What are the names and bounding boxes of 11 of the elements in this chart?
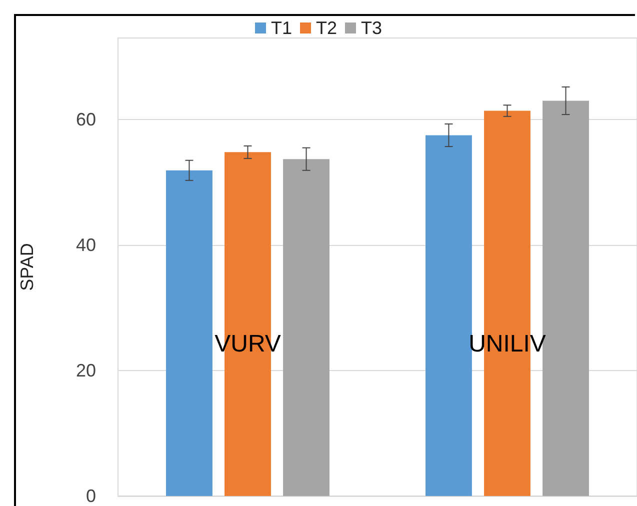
legend-label: T3 (361, 18, 382, 38)
bar (166, 170, 212, 496)
bar (426, 135, 472, 496)
bar (283, 159, 330, 496)
y-axis-title: SPAD (17, 243, 37, 291)
y-tick-label: 40 (76, 235, 96, 256)
legend-label: T1 (270, 18, 292, 38)
legend-label: T2 (316, 18, 338, 38)
y-tick-label: 0 (86, 486, 96, 506)
y-tick-label: 60 (76, 110, 96, 130)
y-tick-label: 20 (76, 360, 96, 381)
